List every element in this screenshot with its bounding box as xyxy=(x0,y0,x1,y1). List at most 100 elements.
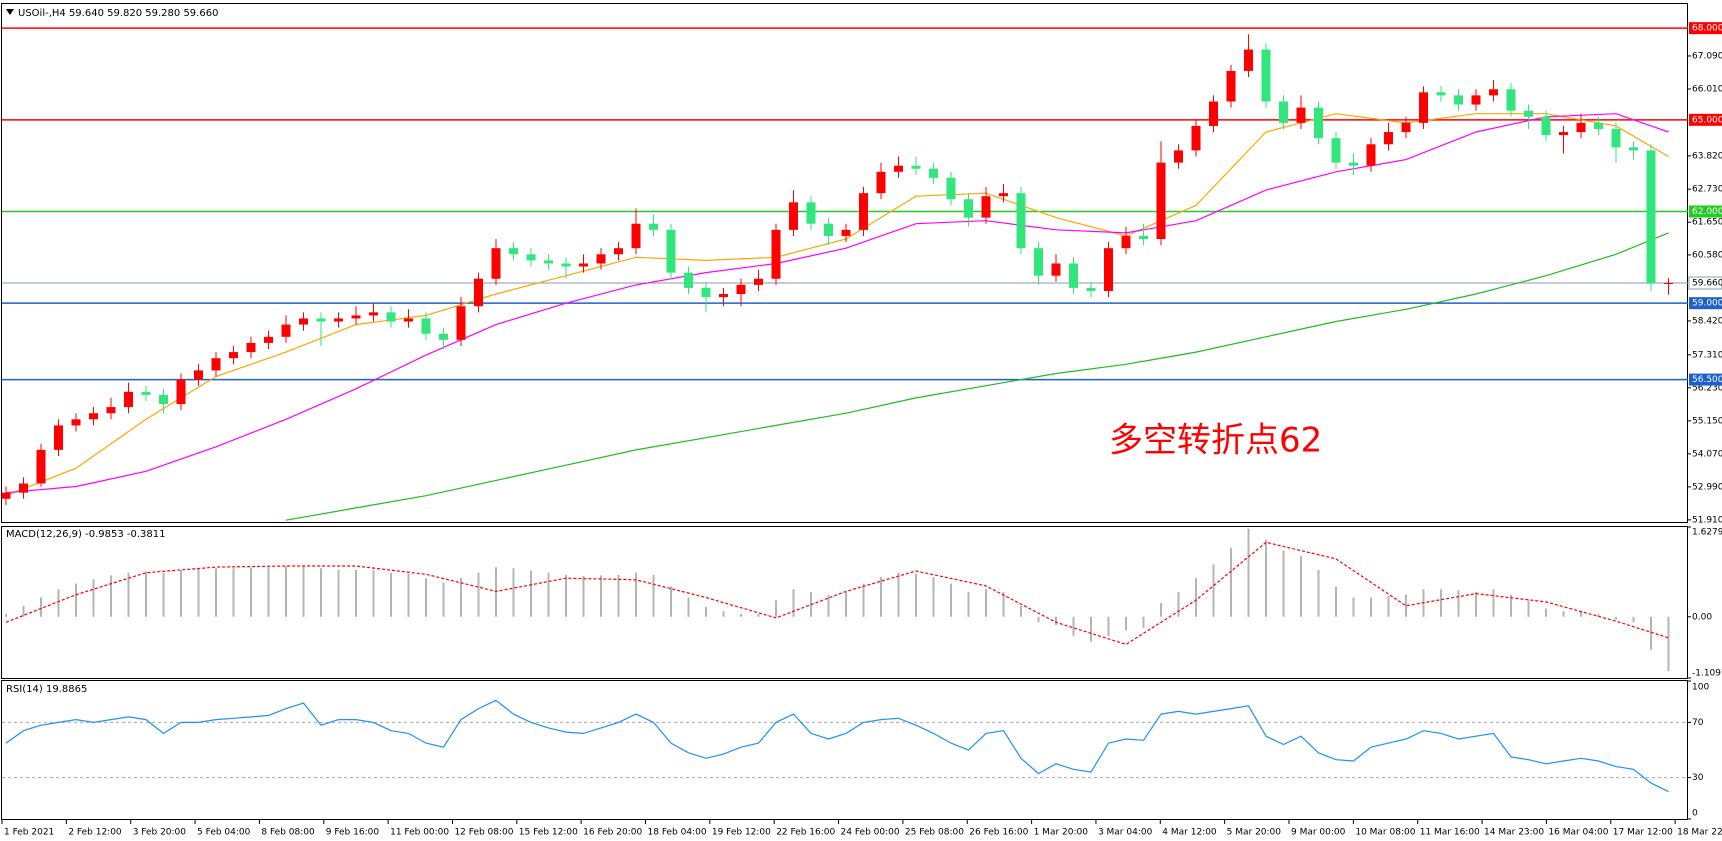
x-tick-label: 18 Mar 22:00 xyxy=(1677,828,1722,838)
macd-bar xyxy=(1667,616,1670,672)
macd-bar xyxy=(1457,590,1460,617)
macd-bar xyxy=(1037,616,1040,623)
macd-bar xyxy=(372,569,375,617)
macd-bar xyxy=(110,575,112,617)
macd-bar xyxy=(757,614,760,617)
candle-body xyxy=(404,318,413,322)
y-tick-label: 63.820 xyxy=(1692,151,1722,161)
macd-bar xyxy=(652,574,655,617)
candle-body xyxy=(701,287,711,298)
macd-bar xyxy=(582,575,585,617)
macd-bar xyxy=(1562,611,1565,617)
candle-body xyxy=(159,394,168,405)
macd-bar xyxy=(390,572,392,617)
candle-body xyxy=(1121,235,1131,249)
candle-body xyxy=(614,248,623,255)
macd-bar xyxy=(1020,605,1022,617)
macd-bar xyxy=(932,577,935,617)
macd-bar xyxy=(1632,616,1635,623)
macd-bar xyxy=(1317,569,1320,617)
macd-bar xyxy=(1265,539,1267,617)
macd-tick-label: 0.00 xyxy=(1692,612,1712,622)
chart-title: USOil-,H4 59.640 59.820 59.280 59.660 xyxy=(18,8,218,19)
macd-bar xyxy=(197,568,200,617)
candle-body xyxy=(1349,162,1358,166)
macd-bar xyxy=(1492,589,1495,617)
candle-body xyxy=(106,407,116,414)
macd-signal xyxy=(5,541,1669,646)
macd-bar xyxy=(1405,594,1407,617)
rsi-tick-label: 0 xyxy=(1692,809,1698,819)
macd-bar xyxy=(845,591,847,617)
candle-body xyxy=(1559,132,1568,136)
macd-bar xyxy=(442,582,445,617)
candle-body xyxy=(1489,89,1498,96)
candle-body xyxy=(1454,95,1463,105)
candle-body xyxy=(89,413,98,420)
candle-body xyxy=(1191,125,1201,151)
candle-body xyxy=(491,248,501,279)
macd-bar xyxy=(1370,597,1372,617)
candle-body xyxy=(1331,138,1341,163)
x-tick-label: 5 Feb 04:00 xyxy=(197,828,251,838)
candle-body xyxy=(211,358,221,371)
level-label: 68.000 xyxy=(1692,24,1722,34)
x-tick-label: 24 Feb 00:00 xyxy=(841,828,900,838)
x-tick-label: 11 Feb 00:00 xyxy=(390,828,449,838)
level-label-box xyxy=(1689,113,1722,126)
candle-body xyxy=(964,199,973,218)
macd-bar xyxy=(320,568,322,617)
candle-body xyxy=(1611,128,1621,148)
macd-bar xyxy=(1055,616,1057,626)
candle-body xyxy=(1279,101,1288,123)
candle-body xyxy=(36,449,46,484)
candle-body xyxy=(1156,162,1166,240)
candle-body xyxy=(649,223,658,230)
x-tick-label: 22 Feb 16:00 xyxy=(776,828,835,838)
macd-bar xyxy=(617,574,620,617)
candle-body xyxy=(1629,147,1638,151)
candle-body xyxy=(54,425,63,450)
candle-body xyxy=(1541,116,1551,136)
x-tick-label: 17 Mar 12:00 xyxy=(1613,828,1673,838)
macd-bar xyxy=(600,575,602,617)
macd-bar xyxy=(862,583,865,617)
level-label-box xyxy=(1689,373,1722,386)
candle-body xyxy=(1296,107,1306,123)
candle-body xyxy=(334,318,343,322)
rsi-panel xyxy=(1,680,1688,820)
macd-bar xyxy=(565,574,567,617)
candle-body xyxy=(1016,193,1026,249)
macd-bar xyxy=(250,567,252,617)
macd-bar xyxy=(880,577,882,617)
macd-bar xyxy=(180,569,182,617)
x-tick-label: 3 Feb 20:00 xyxy=(133,828,187,838)
macd-bar xyxy=(740,614,742,617)
candle-body xyxy=(176,379,186,405)
candle-body xyxy=(1436,92,1446,96)
level-label-box xyxy=(1689,297,1722,310)
candle-body xyxy=(789,202,798,230)
candle-body xyxy=(124,391,133,408)
y-tick-label: 51.910 xyxy=(1692,515,1722,525)
level-label-box xyxy=(1689,205,1722,218)
level-label: 65.000 xyxy=(1692,115,1722,125)
macd-bar xyxy=(1440,589,1442,617)
macd-bar xyxy=(5,614,7,617)
candle-body xyxy=(911,165,921,169)
candle-body xyxy=(841,229,851,236)
macd-bar xyxy=(512,568,515,617)
macd-bar xyxy=(1527,600,1530,617)
macd-bar xyxy=(915,573,917,617)
candle-body xyxy=(1524,110,1533,117)
candle-body xyxy=(999,193,1008,197)
candle-body xyxy=(299,318,308,325)
macd-bar xyxy=(897,572,900,617)
candle-body xyxy=(929,168,938,178)
candle-body xyxy=(1034,248,1043,276)
macd-label: MACD(12,26,9) -0.9853 -0.3811 xyxy=(6,529,166,540)
macd-bar xyxy=(1125,616,1127,631)
macd-bar xyxy=(985,589,987,617)
macd-bar xyxy=(75,583,77,617)
macd-bar xyxy=(57,589,60,617)
